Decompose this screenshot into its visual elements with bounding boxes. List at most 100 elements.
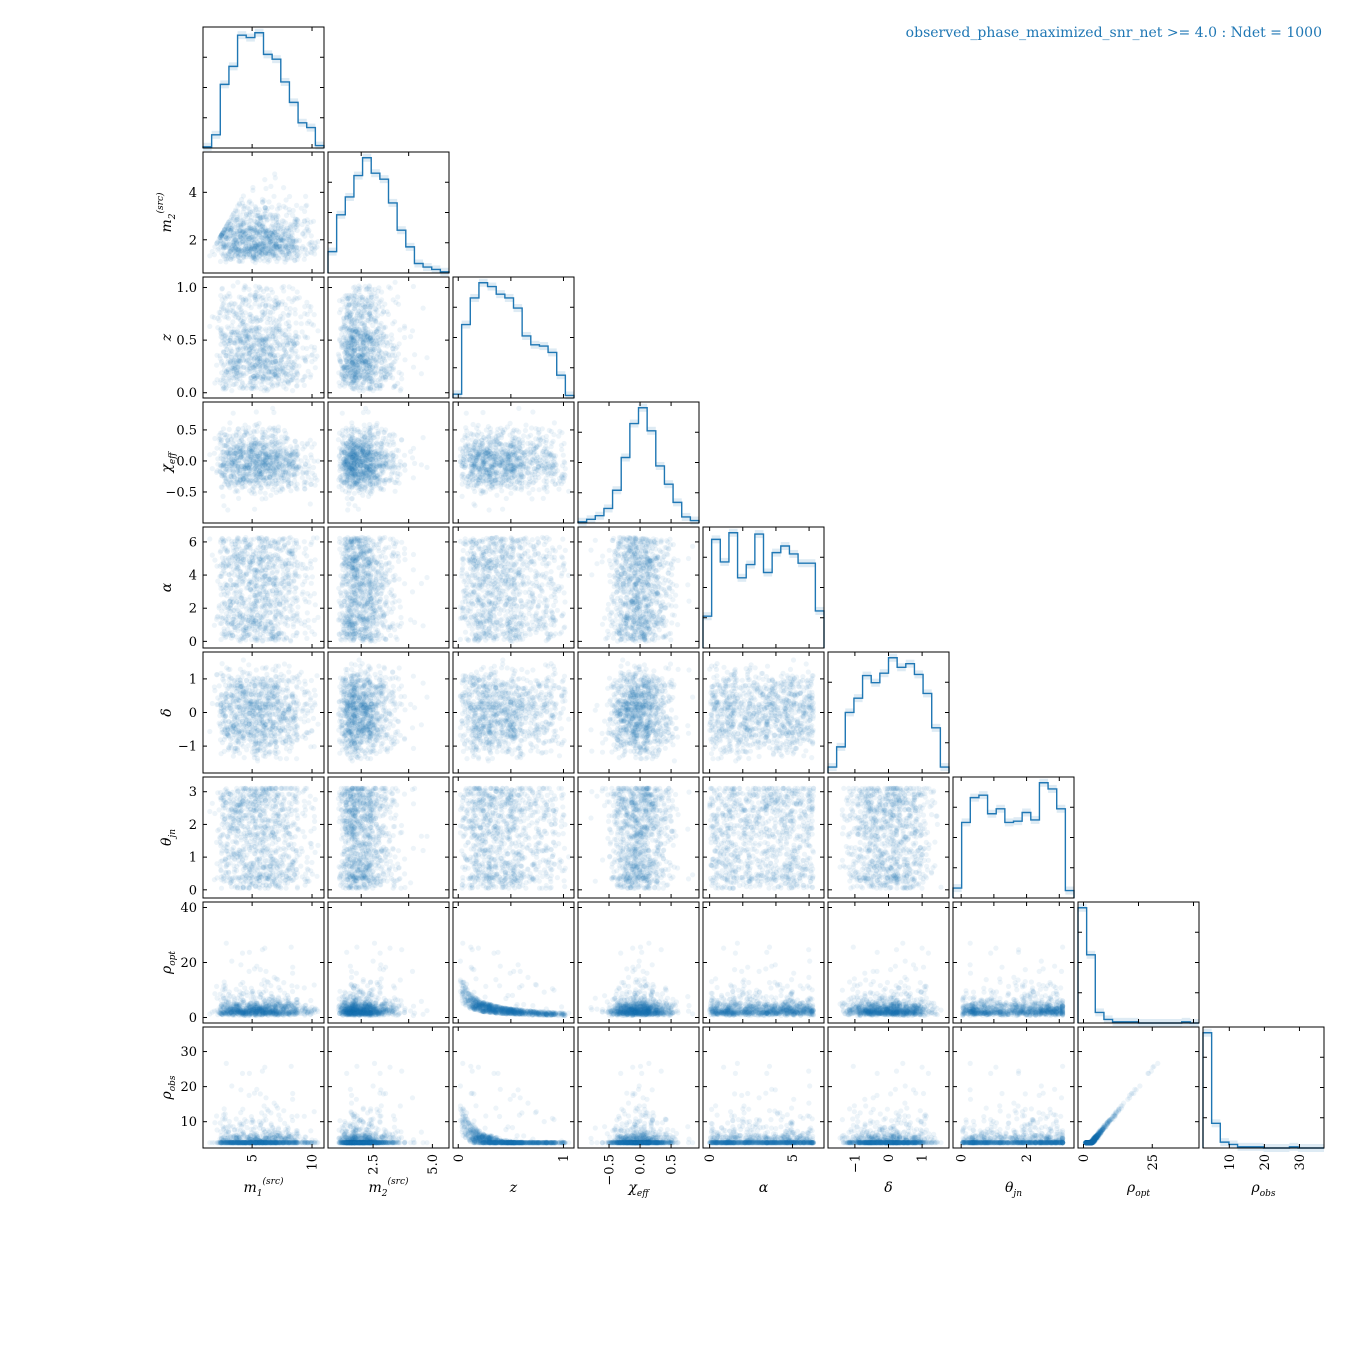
scatter-point: [267, 227, 273, 233]
scatter-point: [236, 258, 243, 264]
scatter-point: [309, 239, 315, 245]
scatter-point: [291, 244, 297, 250]
scatter-point: [256, 242, 262, 248]
scatter-point: [381, 309, 387, 315]
scatter-point: [260, 215, 266, 221]
scatter-point: [241, 205, 247, 212]
scatter-point: [374, 296, 380, 302]
scatter-point: [397, 327, 403, 333]
scatter-point: [225, 439, 231, 445]
scatter-point: [294, 237, 300, 243]
scatter-point: [392, 279, 398, 285]
scatter-point: [286, 356, 292, 362]
scatter-point: [253, 409, 259, 415]
scatter-point: [310, 464, 317, 471]
scatter-point: [268, 476, 274, 482]
scatter-point: [386, 284, 392, 290]
scatter-point: [269, 346, 275, 352]
scatter-point: [360, 320, 366, 326]
scatter-panel-z-vs-m1: 0.00.51.0z: [159, 276, 325, 401]
scatter-point: [382, 301, 388, 307]
scatter-point: [347, 350, 353, 357]
scatter-point: [397, 388, 403, 394]
scatter-point: [418, 462, 424, 468]
scatter-point: [225, 243, 231, 249]
scatter-point: [268, 236, 274, 242]
scatter-point: [293, 216, 299, 222]
scatter-point: [226, 426, 232, 432]
scatter-point: [217, 353, 223, 359]
scatter-point: [276, 245, 282, 251]
scatter-point: [230, 410, 236, 416]
scatter-point: [373, 338, 379, 344]
scatter-point: [294, 202, 300, 208]
scatter-point: [247, 430, 253, 436]
scatter-point: [236, 251, 242, 257]
scatter-point: [390, 349, 396, 355]
scatter-point: [356, 302, 363, 308]
scatter-point: [216, 436, 222, 443]
scatter-point: [257, 241, 263, 247]
scatter-point: [336, 430, 343, 436]
scatter-point: [218, 360, 224, 366]
scatter-point: [247, 318, 253, 324]
scatter-point: [247, 209, 253, 215]
scatter-point: [234, 214, 240, 220]
scatter-point: [385, 311, 391, 317]
scatter-point: [266, 233, 272, 239]
scatter-point: [276, 427, 282, 434]
scatter-point: [211, 315, 217, 321]
scatter-point: [410, 475, 416, 481]
scatter-point: [341, 334, 347, 341]
scatter-point: [340, 378, 347, 384]
scatter-point: [247, 222, 253, 228]
scatter-point: [300, 345, 306, 351]
scatter-point: [292, 257, 298, 263]
scatter-point: [351, 345, 357, 351]
scatter-point: [235, 231, 241, 237]
scatter-point: [247, 232, 253, 238]
scatter-point: [392, 488, 398, 494]
scatter-point: [252, 460, 258, 466]
scatter-point: [269, 460, 275, 466]
scatter-point: [353, 361, 359, 367]
scatter-point: [268, 223, 274, 230]
scatter-point: [265, 435, 271, 441]
scatter-point: [278, 223, 284, 229]
scatter-point: [222, 296, 228, 302]
scatter-point: [277, 205, 283, 211]
scatter-point: [265, 484, 271, 490]
scatter-point: [254, 235, 260, 241]
hist-step-line: [202, 32, 325, 148]
scatter-point: [307, 501, 313, 507]
scatter-point: [240, 353, 246, 359]
scatter-point: [258, 447, 264, 453]
scatter-point: [272, 331, 278, 337]
scatter-point: [367, 336, 373, 342]
scatter-point: [248, 478, 254, 484]
scatter-point: [314, 353, 320, 359]
scatter-point: [257, 249, 263, 255]
scatter-point: [424, 355, 430, 361]
scatter-point: [224, 449, 230, 456]
scatter-point: [381, 370, 387, 376]
scatter-point: [290, 471, 296, 477]
scatter-point: [237, 249, 243, 255]
scatter-point: [264, 233, 270, 239]
scatter-point: [238, 217, 244, 223]
scatter-point: [312, 472, 318, 478]
scatter-point: [390, 366, 396, 372]
scatter-point: [220, 493, 226, 499]
scatter-point: [351, 334, 358, 340]
scatter-point: [265, 238, 271, 245]
scatter-point: [263, 185, 269, 192]
scatter-point: [211, 252, 217, 258]
scatter-point: [254, 219, 260, 226]
scatter-point: [300, 231, 306, 237]
scatter-point: [336, 310, 343, 316]
scatter-point: [278, 474, 284, 480]
scatter-point: [246, 425, 252, 431]
scatter-point: [292, 311, 298, 317]
scatter-point: [393, 480, 399, 486]
scatter-point: [390, 431, 396, 437]
